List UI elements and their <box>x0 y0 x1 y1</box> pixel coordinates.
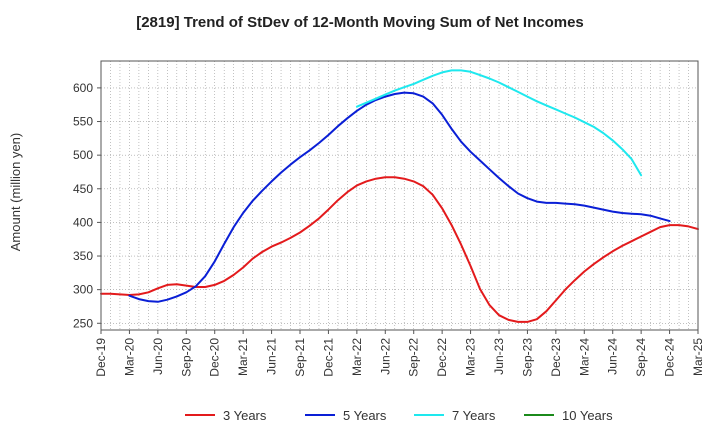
series-line-3 <box>355 69 643 177</box>
x-tick-label: Mar-20 <box>122 338 136 376</box>
series-line-1 <box>100 176 699 323</box>
x-tick-label: Mar-24 <box>577 338 591 376</box>
y-tick-label: 350 <box>73 249 93 263</box>
x-tick-label: Jun-20 <box>151 338 165 375</box>
y-tick-label: 450 <box>73 182 93 196</box>
legend: 3 Years 5 Years 7 Years 10 Years <box>185 408 613 423</box>
x-tick-label: Sep-24 <box>634 338 648 377</box>
x-tick-label: Jun-21 <box>265 338 279 375</box>
plot-area <box>101 61 698 330</box>
series-lines <box>100 69 699 323</box>
grid-lines <box>101 61 698 330</box>
x-tick-label: Jun-23 <box>492 338 506 375</box>
legend-label-1: 3 Years <box>223 408 267 423</box>
y-axis-label: Amount (million yen) <box>8 133 23 252</box>
x-tick-label: Mar-21 <box>236 338 250 376</box>
x-tick-label: Sep-21 <box>293 338 307 377</box>
chart-title: [2819] Trend of StDev of 12-Month Moving… <box>136 14 584 31</box>
x-tick-label: Sep-23 <box>520 338 534 377</box>
x-tick-label: Dec-23 <box>549 338 563 377</box>
x-tick-label: Dec-20 <box>208 338 222 377</box>
x-tick-label: Mar-23 <box>464 338 478 376</box>
y-tick-label: 250 <box>73 316 93 330</box>
y-tick-label: 300 <box>73 283 93 297</box>
x-tick-label: Dec-22 <box>435 338 449 377</box>
y-tick-label: 400 <box>73 215 93 229</box>
series-line-2 <box>128 91 671 303</box>
y-tick-label: 550 <box>73 115 93 129</box>
x-tick-label: Mar-25 <box>691 338 705 376</box>
legend-label-4: 10 Years <box>562 408 613 423</box>
y-tick-label: 600 <box>73 81 93 95</box>
plot-border <box>100 60 699 331</box>
x-tick-label: Mar-22 <box>350 338 364 376</box>
y-tick-label: 500 <box>73 148 93 162</box>
x-tick-label: Dec-24 <box>663 338 677 377</box>
legend-label-2: 5 Years <box>343 408 387 423</box>
axes: 250 300 350 400 450 500 550 600 Dec-19 Mar-20 Jun-… <box>73 60 705 377</box>
x-tick-label: Sep-22 <box>407 338 421 377</box>
x-tick-label: Jun-22 <box>378 338 392 375</box>
plot-background <box>101 61 698 330</box>
x-tick-label: Dec-19 <box>94 338 108 377</box>
x-tick-label: Dec-21 <box>321 338 335 377</box>
x-tick-label: Jun-24 <box>606 338 620 375</box>
legend-label-3: 7 Years <box>452 408 496 423</box>
x-tick-label: Sep-20 <box>179 338 193 377</box>
